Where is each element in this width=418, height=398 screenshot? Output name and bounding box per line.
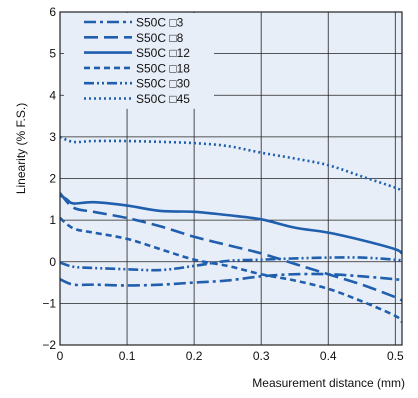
y-tick-label: 3 (49, 130, 56, 144)
legend-label: S50C □45 (136, 92, 190, 106)
series-lines (60, 135, 402, 324)
y-tick-label: 4 (49, 88, 56, 102)
legend-label: S50C □30 (136, 77, 190, 91)
x-tick-label: 0.3 (253, 349, 270, 363)
legend-label: S50C □18 (136, 61, 190, 75)
y-tick-label: 2 (49, 172, 56, 186)
legend-label: S50C □3 (136, 16, 184, 30)
y-tick-label: −1 (42, 296, 56, 310)
series-line-3 (60, 194, 402, 255)
y-tick-label: 0 (49, 255, 56, 269)
y-tick-label: 5 (49, 47, 56, 61)
legend-box (64, 13, 214, 109)
legend-label: S50C □8 (136, 31, 184, 45)
legend-item: S50C □30 (84, 77, 190, 91)
x-tick-label: 0 (57, 349, 64, 363)
series-line-1 (60, 272, 402, 287)
legend-item: S50C □8 (84, 31, 184, 45)
x-tick-label: 0.5 (387, 349, 404, 363)
legend-item: S50C □45 (84, 92, 190, 106)
x-tick-label: 0.1 (119, 349, 136, 363)
series-line-4 (60, 217, 402, 324)
y-tick-labels: −2 −1 0 1 2 3 4 5 6 (42, 5, 56, 352)
series-line-6 (60, 135, 402, 193)
legend-item: S50C □3 (84, 16, 184, 30)
legend-item: S50C □12 (84, 46, 190, 60)
y-axis-label: Linearity (% F.S.) (14, 103, 28, 194)
y-tick-label: 6 (49, 5, 56, 19)
legend-label: S50C □12 (136, 46, 190, 60)
x-axis-label: Measurement distance (mm) (252, 376, 405, 390)
x-tick-labels: 0 0.1 0.2 0.3 0.4 0.5 (57, 349, 404, 363)
x-tick-label: 0.2 (186, 349, 203, 363)
legend-item: S50C □18 (84, 61, 190, 75)
x-tick-label: 0.4 (320, 349, 337, 363)
series-line-2 (60, 192, 402, 302)
y-tick-label: 1 (49, 213, 56, 227)
plot-frame (59, 11, 403, 346)
series-line-5 (60, 256, 402, 272)
y-tick-label: −2 (42, 338, 56, 352)
